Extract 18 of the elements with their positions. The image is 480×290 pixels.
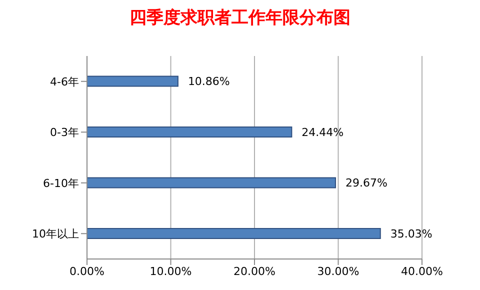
x-tick-label: 20.00% bbox=[234, 264, 276, 278]
y-tick-label: 10年以上 bbox=[32, 228, 79, 241]
bar bbox=[87, 177, 336, 188]
y-tick-label: 0-3年 bbox=[50, 126, 79, 140]
bar bbox=[87, 126, 292, 138]
bar bbox=[87, 228, 381, 240]
y-tick-label: 6-10年 bbox=[43, 176, 79, 190]
chart-title: 四季度求职者工作年限分布图 bbox=[128, 7, 352, 30]
data-label: 10.86% bbox=[188, 75, 230, 88]
x-tick-label: 10.00% bbox=[150, 264, 192, 278]
bar bbox=[87, 76, 178, 87]
x-tick-label: 30.00% bbox=[317, 264, 360, 278]
data-label: 29.67% bbox=[345, 176, 388, 190]
y-tick-label: 4-6年 bbox=[50, 75, 79, 88]
x-tick-label: 40.00% bbox=[401, 264, 443, 278]
data-label: 24.44% bbox=[302, 126, 344, 139]
data-label: 35.03% bbox=[390, 227, 432, 240]
x-tick-label: 0.00% bbox=[70, 264, 104, 278]
